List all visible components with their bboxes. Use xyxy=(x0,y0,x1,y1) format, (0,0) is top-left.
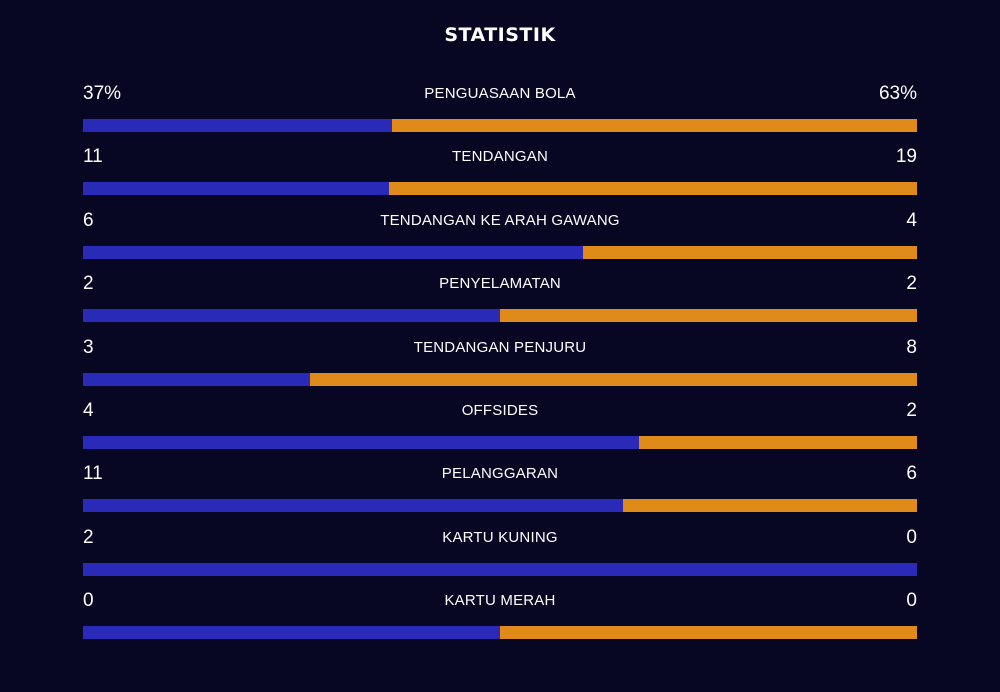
stat-bar xyxy=(83,435,917,449)
stat-away-value: 19 xyxy=(895,146,917,168)
stat-home-value: 6 xyxy=(83,209,94,231)
stat-away-value: 2 xyxy=(906,273,917,295)
stat-away-value: 6 xyxy=(906,463,917,485)
stat-bar-away xyxy=(583,245,917,259)
stat-bar xyxy=(83,562,917,576)
stat-away-value: 8 xyxy=(906,336,917,358)
stat-away-value: 0 xyxy=(906,526,917,548)
stat-bar-away xyxy=(388,182,917,196)
stat-home-value: 3 xyxy=(83,336,94,358)
stat-row-fouls: 11 PELANGGARAN 6 xyxy=(83,462,917,525)
stat-bar-away xyxy=(639,435,917,449)
stat-bar-home xyxy=(83,245,584,259)
stat-label: KARTU KUNING xyxy=(442,528,558,546)
stat-label: TENDANGAN xyxy=(452,148,548,166)
stat-bar-away xyxy=(310,372,917,386)
stat-row-corners: 3 TENDANGAN PENJURU 8 xyxy=(83,336,917,399)
stat-home-value: 4 xyxy=(83,399,94,421)
stat-row-offsides: 4 OFFSIDES 2 xyxy=(83,399,917,462)
stat-away-value: 2 xyxy=(906,399,917,421)
stat-bar-away xyxy=(391,119,917,132)
stat-away-value: 63% xyxy=(878,83,917,104)
stat-away-value: 0 xyxy=(906,590,917,612)
stat-home-value: 0 xyxy=(83,590,94,612)
stats-title: STATISTIK xyxy=(444,24,556,46)
stat-home-value: 11 xyxy=(83,146,103,168)
stat-bar xyxy=(83,309,917,323)
stats-list: 37% PENGUASAAN BOLA 63% 11 TENDANGAN 19 … xyxy=(83,82,917,653)
stat-bar-home xyxy=(83,499,623,513)
stat-row-red-cards: 0 KARTU MERAH 0 xyxy=(83,589,917,652)
stat-label: TENDANGAN PENJURU xyxy=(413,338,587,356)
stat-bar-home xyxy=(83,119,392,132)
stat-row-saves: 2 PENYELAMATAN 2 xyxy=(83,272,917,335)
stat-bar-away xyxy=(622,499,917,513)
stat-bar-home xyxy=(83,626,500,640)
stat-bar xyxy=(83,372,917,386)
stat-home-value: 2 xyxy=(83,273,94,295)
stat-bar-home xyxy=(83,182,389,196)
stat-bar xyxy=(83,245,917,259)
stat-label: KARTU MERAH xyxy=(444,592,556,610)
stat-home-value: 2 xyxy=(83,526,94,548)
stat-bar xyxy=(83,182,917,196)
stat-label: PELANGGARAN xyxy=(441,465,559,483)
stat-label: OFFSIDES xyxy=(461,401,539,419)
stat-bar xyxy=(83,626,917,640)
stat-label: TENDANGAN KE ARAH GAWANG xyxy=(380,211,620,229)
stat-bar-home xyxy=(83,562,917,576)
stat-label: PENYELAMATAN xyxy=(439,275,561,293)
stat-bar-home xyxy=(83,372,311,386)
stat-bar-home xyxy=(83,309,500,323)
stat-bar xyxy=(83,499,917,513)
stat-away-value: 4 xyxy=(906,209,917,231)
stat-bar-home xyxy=(83,435,640,449)
stat-bar xyxy=(83,119,917,132)
stat-bar-away xyxy=(500,626,917,640)
stat-row-shots: 11 TENDANGAN 19 xyxy=(83,145,917,208)
stat-home-value: 37% xyxy=(83,83,122,104)
stat-bar-away xyxy=(500,309,917,323)
stat-row-yellow-cards: 2 KARTU KUNING 0 xyxy=(83,526,917,589)
stat-home-value: 11 xyxy=(83,463,103,485)
stat-label: PENGUASAAN BOLA xyxy=(424,85,576,102)
stat-row-possession: 37% PENGUASAAN BOLA 63% xyxy=(83,82,917,145)
stat-row-shots-on-target: 6 TENDANGAN KE ARAH GAWANG 4 xyxy=(83,209,917,272)
